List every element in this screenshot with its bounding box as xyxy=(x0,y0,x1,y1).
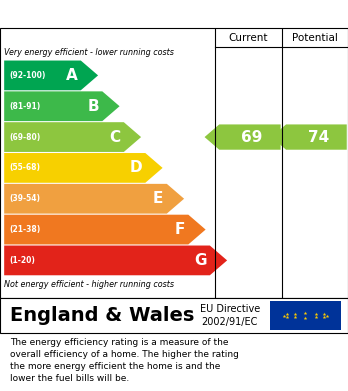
Text: (55-68): (55-68) xyxy=(9,163,40,172)
Text: 74: 74 xyxy=(308,129,329,145)
Text: (39-54): (39-54) xyxy=(9,194,40,203)
Text: (1-20): (1-20) xyxy=(9,256,35,265)
Text: (92-100): (92-100) xyxy=(9,71,46,80)
Text: England & Wales: England & Wales xyxy=(10,306,195,325)
Text: B: B xyxy=(87,99,99,114)
Text: The energy efficiency rating is a measure of the
overall efficiency of a home. T: The energy efficiency rating is a measur… xyxy=(10,338,239,383)
Text: Not energy efficient - higher running costs: Not energy efficient - higher running co… xyxy=(4,280,174,289)
Text: Very energy efficient - lower running costs: Very energy efficient - lower running co… xyxy=(4,48,174,57)
Text: D: D xyxy=(129,160,142,176)
Text: EU Directive
2002/91/EC: EU Directive 2002/91/EC xyxy=(199,304,260,327)
Polygon shape xyxy=(4,215,206,244)
Text: (69-80): (69-80) xyxy=(9,133,40,142)
Text: A: A xyxy=(65,68,77,83)
Polygon shape xyxy=(4,153,163,183)
Text: F: F xyxy=(174,222,185,237)
Text: Energy Efficiency Rating: Energy Efficiency Rating xyxy=(10,7,232,22)
Text: G: G xyxy=(194,253,206,268)
Polygon shape xyxy=(271,124,347,150)
Text: (21-38): (21-38) xyxy=(9,225,40,234)
Text: E: E xyxy=(153,191,163,206)
Bar xyxy=(270,301,341,330)
Polygon shape xyxy=(4,246,227,275)
Polygon shape xyxy=(4,122,141,152)
Text: 69: 69 xyxy=(242,129,263,145)
Polygon shape xyxy=(4,184,184,213)
Text: C: C xyxy=(109,129,120,145)
Text: Current: Current xyxy=(229,32,268,43)
Polygon shape xyxy=(4,91,120,121)
Text: Potential: Potential xyxy=(292,32,338,43)
Text: (81-91): (81-91) xyxy=(9,102,40,111)
Polygon shape xyxy=(4,61,98,90)
Polygon shape xyxy=(205,124,280,150)
